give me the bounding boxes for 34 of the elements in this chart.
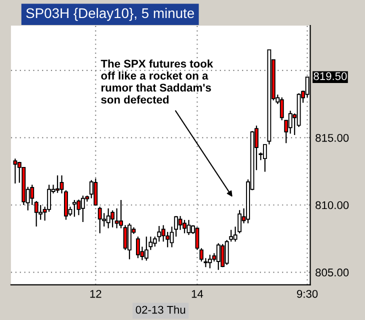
candlestick — [182, 219, 186, 234]
candlestick — [178, 215, 182, 230]
candlestick — [262, 144, 267, 172]
candlestick — [208, 254, 212, 269]
candlestick — [56, 174, 60, 194]
candlestick — [110, 210, 115, 228]
candlestick — [13, 158, 18, 184]
candlestick — [80, 195, 85, 223]
y-tick-label: 815.00 — [316, 134, 349, 142]
y-tick-label: 810.00 — [316, 201, 349, 210]
candlestick — [76, 199, 81, 216]
chart-title: SP03H {Delay10}, 5 minute — [26, 8, 194, 21]
x-tick-label: 12 — [90, 290, 102, 298]
candlestick — [123, 224, 128, 250]
x-tick-label: 9:30 — [296, 290, 318, 298]
x-tick-label: 14 — [192, 290, 204, 298]
candlestick — [136, 236, 140, 259]
candlestick — [98, 206, 102, 234]
candlestick — [34, 200, 38, 228]
candlestick — [280, 96, 284, 121]
candlestick — [106, 208, 110, 229]
candlestick — [220, 243, 225, 268]
annotation: The SPX futures took off like a rocket on a rumor that Saddam's son defected — [100, 59, 214, 104]
candlestick — [72, 199, 76, 218]
x-axis-title: 02-13 Thu — [136, 306, 186, 314]
candlestick — [216, 242, 220, 270]
candlestick — [186, 219, 191, 236]
candlestick — [157, 225, 162, 242]
annotation: 819.50 — [314, 72, 347, 80]
candlestick — [288, 110, 292, 134]
candlestick — [144, 236, 148, 262]
candlestick — [94, 178, 98, 206]
y-tick-label: 805.00 — [316, 268, 349, 276]
candlestick — [114, 208, 119, 229]
